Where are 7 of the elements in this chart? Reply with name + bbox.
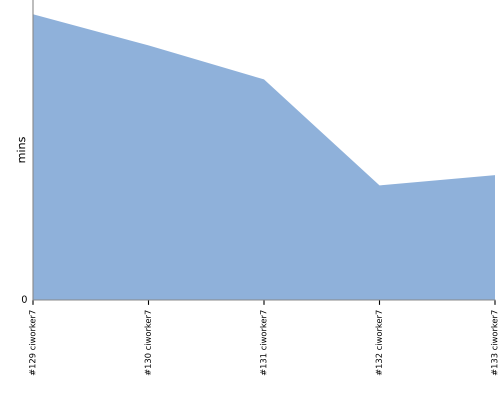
y-axis-title: mins (16, 137, 26, 162)
x-tick-label: #133 ciworker7 (490, 310, 498, 376)
x-tick-label: #132 ciworker7 (375, 310, 382, 376)
x-tick-label: #130 ciworker7 (144, 310, 151, 376)
x-tick-label: #131 ciworker7 (260, 310, 266, 376)
x-tick-label: #129 ciworker7 (28, 310, 36, 376)
text: 0 (22, 295, 27, 303)
